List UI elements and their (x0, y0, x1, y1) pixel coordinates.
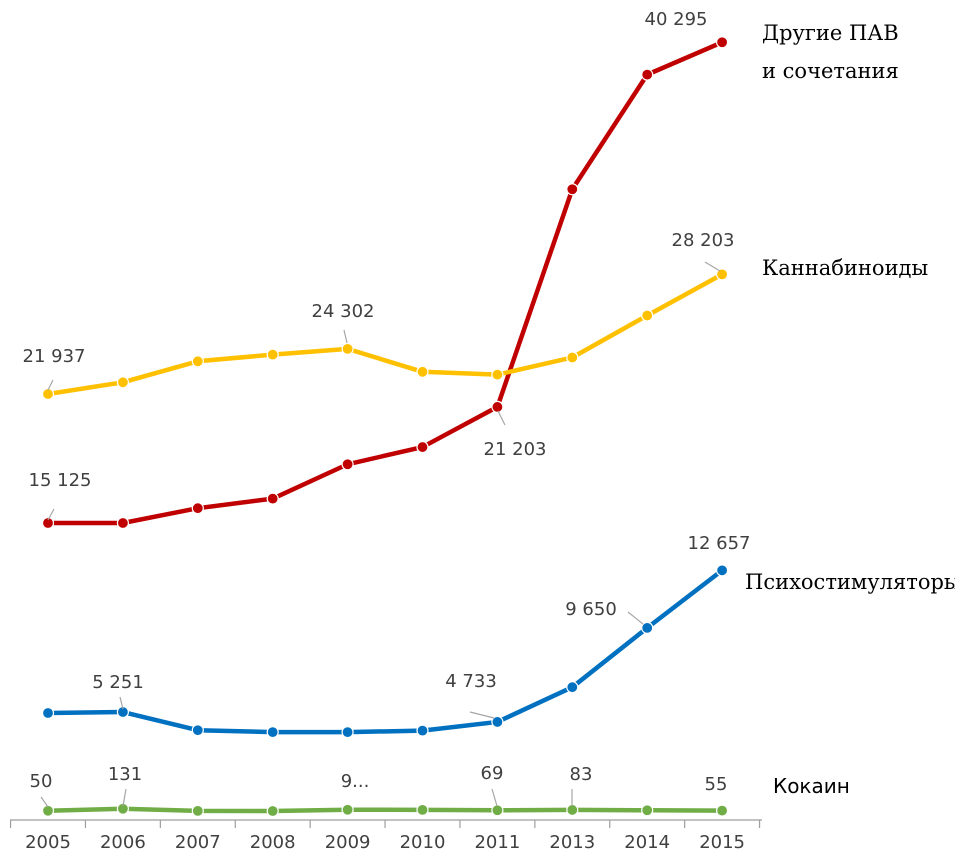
series-name-label: Психостимуляторы (745, 570, 955, 594)
data-point (641, 68, 654, 81)
data-point (41, 516, 55, 530)
data-label: 12 657 (688, 533, 751, 554)
label-leader-line (497, 410, 506, 426)
data-point (715, 268, 729, 281)
data-point (41, 706, 55, 720)
data-point (191, 502, 204, 515)
data-label: 9... (341, 771, 370, 792)
x-tick-label: 2005 (25, 832, 71, 852)
data-point (416, 365, 429, 378)
data-point (715, 804, 729, 817)
x-tick-label: 2006 (100, 832, 146, 852)
data-point (491, 715, 504, 729)
data-point (416, 803, 429, 816)
series-names: Другие ПАВ и сочетания Каннабиноиды Психост… (745, 21, 955, 798)
data-point (491, 368, 504, 381)
series-line (45, 806, 725, 814)
x-tick-label: 2008 (250, 832, 296, 852)
data-label: 9 650 (565, 599, 617, 620)
series-другие-пав-и-сочетания (41, 36, 729, 530)
series-line (45, 40, 725, 526)
data-label: 21 937 (23, 346, 86, 367)
x-tick-label: 2014 (624, 832, 670, 852)
x-tick-label: 2011 (474, 832, 520, 852)
data-point (715, 36, 729, 49)
series-психостимуляторы (41, 564, 729, 739)
label-leader-line (343, 329, 348, 344)
x-tick-label: 2013 (549, 832, 595, 852)
data-label: 69 (481, 763, 504, 784)
label-leader-line (469, 711, 495, 719)
label-leader-line (47, 379, 54, 391)
data-point (116, 516, 130, 530)
data-label: 24 302 (312, 301, 375, 322)
label-leader-line (47, 508, 55, 521)
data-point (266, 804, 279, 818)
data-label: 28 203 (672, 230, 735, 251)
label-leader-line (40, 796, 49, 808)
data-label: 40 295 (645, 9, 708, 30)
x-tick-label: 2010 (400, 832, 446, 852)
data-point (341, 726, 354, 739)
data-labels: 15 125 21 203 40 295 21 937 24 302 28 203 5 25… (23, 9, 751, 808)
data-point (491, 400, 504, 414)
data-point (641, 804, 654, 817)
data-label: 4 733 (445, 671, 497, 692)
series-name-label: Каннабиноиды (762, 256, 928, 280)
data-point (41, 387, 55, 401)
data-point (191, 355, 204, 368)
data-point (416, 724, 429, 737)
label-leader-line (491, 788, 498, 807)
data-point (566, 681, 579, 694)
series-каннабиноиды (41, 268, 729, 401)
data-point (266, 492, 279, 505)
data-point (341, 342, 354, 355)
data-point (116, 376, 130, 389)
data-point (266, 726, 279, 739)
series-name-label: и сочетания (762, 59, 899, 83)
data-point (566, 183, 579, 196)
data-label: 55 (705, 774, 728, 795)
data-point (566, 803, 579, 817)
data-point (41, 804, 55, 817)
x-axis: 2005 2006 2007 2008 2009 2010 2011 2013 2014 2015 (9, 819, 762, 852)
label-leader-line (627, 611, 644, 625)
x-tick-label: 2007 (175, 832, 221, 852)
label-leader-line (704, 261, 721, 272)
data-label: 83 (570, 764, 593, 785)
data-point (715, 564, 729, 577)
data-label: 50 (30, 771, 53, 792)
data-point (341, 803, 354, 816)
data-point (191, 804, 204, 817)
data-label: 15 125 (29, 470, 92, 491)
series-name-label: Другие ПАВ (762, 21, 899, 45)
data-point (641, 309, 654, 322)
series-line (45, 568, 725, 735)
series-name-label: Кокаин (773, 774, 850, 798)
data-point (341, 458, 354, 471)
series-layer (41, 36, 729, 818)
data-point (416, 440, 429, 454)
data-point (266, 348, 279, 361)
label-leader-line (119, 696, 124, 710)
data-label: 5 251 (92, 672, 144, 693)
data-point (191, 724, 204, 737)
data-point (566, 351, 579, 364)
data-label: 21 203 (484, 439, 547, 460)
x-tick-label: 2009 (325, 832, 371, 852)
data-label: 131 (108, 764, 142, 785)
data-point (491, 804, 504, 817)
series-line (45, 272, 725, 397)
x-tick-label: 2015 (699, 832, 745, 852)
data-point (641, 621, 654, 634)
series-кокаин (41, 802, 729, 818)
label-leader-line (122, 788, 127, 807)
